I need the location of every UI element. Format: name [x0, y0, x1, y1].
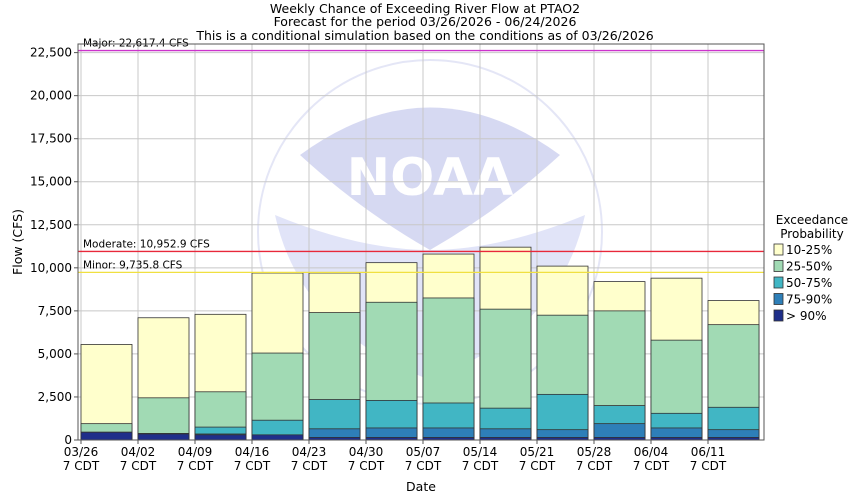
- y-axis: 0 2,500 5,000 7,500 10,000 12,500 15,000 17,500…: [30, 46, 78, 447]
- legend-label-0: 10-25%: [786, 243, 832, 257]
- chart-subtitle-2: This is a conditional simulation based o…: [195, 28, 653, 43]
- legend-swatch-4: [773, 309, 784, 322]
- y-tick-label: 2,500: [38, 390, 72, 404]
- x-tick-label: 05/21: [520, 445, 555, 459]
- bar-90-0: [80, 431, 133, 441]
- bar-90-1: [137, 433, 190, 441]
- legend-title-line-2: Probability: [780, 227, 843, 241]
- x-tick-sublabel: 7 CDT: [120, 459, 157, 473]
- y-tick-label: 7,500: [38, 304, 72, 318]
- x-tick-label: 06/04: [634, 445, 669, 459]
- x-tick-label: 06/11: [691, 445, 726, 459]
- legend-swatch-3: [773, 293, 784, 305]
- x-tick-label: 05/14: [463, 445, 498, 459]
- x-tick-label: 04/30: [349, 445, 384, 459]
- x-tick-label: 04/16: [235, 445, 270, 459]
- y-tick-label: 10,000: [30, 261, 72, 275]
- x-tick-label: 04/09: [178, 445, 213, 459]
- y-tick-label: 5,000: [38, 347, 72, 361]
- x-tick-sublabel: 7 CDT: [519, 459, 556, 473]
- bar-25-50-1: [137, 397, 190, 441]
- bar-90-3: [251, 434, 304, 441]
- legend-label-3: 75-90%: [786, 293, 832, 307]
- y-tick-label: 12,500: [30, 218, 72, 232]
- x-tick-sublabel: 7 CDT: [576, 459, 613, 473]
- legend-label-2: 50-75%: [786, 276, 832, 290]
- x-tick-label: 05/28: [577, 445, 612, 459]
- bar-90-2: [194, 434, 247, 441]
- legend-swatch-0: [773, 243, 784, 256]
- x-tick-sublabel: 7 CDT: [63, 459, 100, 473]
- x-tick-sublabel: 7 CDT: [690, 459, 727, 473]
- x-tick-label: 05/07: [406, 445, 441, 459]
- x-tick-sublabel: 7 CDT: [348, 459, 385, 473]
- legend-swatch-1: [773, 260, 784, 272]
- legend-label-4: > 90%: [786, 309, 827, 323]
- x-tick-sublabel: 7 CDT: [291, 459, 328, 473]
- x-tick-sublabel: 7 CDT: [177, 459, 214, 473]
- x-tick-sublabel: 7 CDT: [234, 459, 271, 473]
- x-tick-sublabel: 7 CDT: [462, 459, 499, 473]
- watermark-text: NOAA: [347, 148, 514, 208]
- x-tick-label: 04/23: [292, 445, 327, 459]
- x-axis-title: Date: [406, 479, 436, 494]
- plot-border: [77, 43, 765, 441]
- y-tick-label: 17,500: [30, 132, 72, 146]
- y-axis-title: Flow (CFS): [10, 209, 25, 275]
- y-tick-label: 20,000: [30, 89, 72, 103]
- watermark-upper-shape: [300, 107, 560, 250]
- x-tick-label: 03/26: [64, 445, 99, 459]
- y-tick-label: 0: [64, 433, 72, 447]
- chart-subtitle-1: Forecast for the period 03/26/2026 - 06/…: [274, 14, 577, 29]
- plot-area: [78, 44, 764, 440]
- threshold-label-1: Moderate: 10,952.9 CFS: [83, 238, 210, 250]
- legend-swatch-2: [773, 276, 784, 289]
- x-tick-sublabel: 7 CDT: [633, 459, 670, 473]
- chart-title: Weekly Chance of Exceeding River Flow at…: [270, 1, 580, 16]
- legend-title-line-1: Exceedance: [776, 213, 848, 227]
- y-tick-label: 15,000: [30, 175, 72, 189]
- x-tick-sublabel: 7 CDT: [405, 459, 442, 473]
- y-tick-label: 22,500: [30, 46, 72, 60]
- x-tick-label: 04/02: [121, 445, 156, 459]
- threshold-label-2: Minor: 9,735.8 CFS: [83, 259, 183, 271]
- legend-label-1: 25-50%: [786, 260, 832, 274]
